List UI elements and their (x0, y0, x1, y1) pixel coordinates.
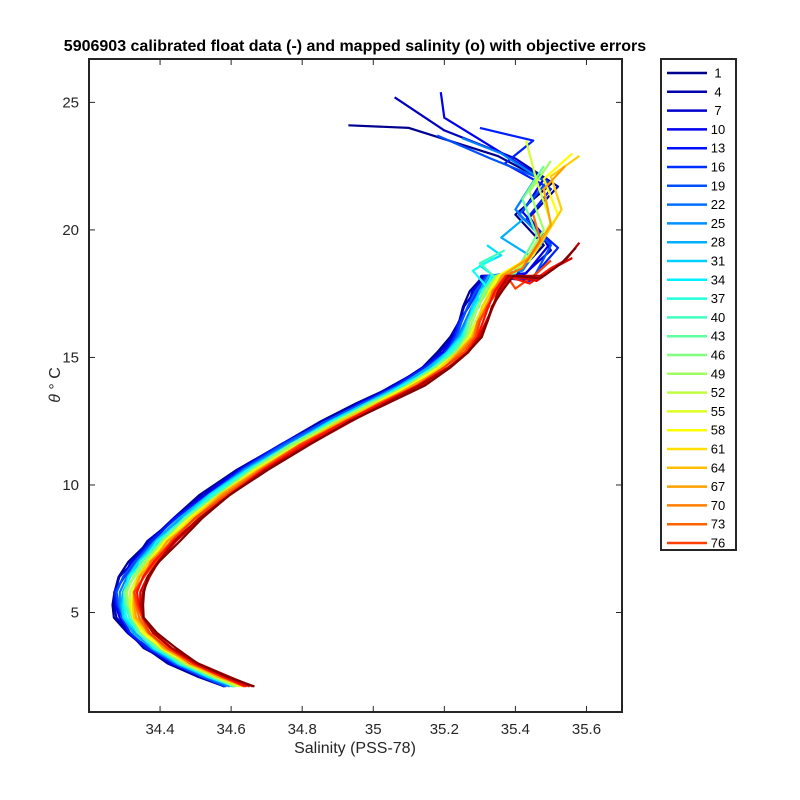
x-tick-label: 35 (365, 721, 382, 738)
legend-label: 67 (711, 479, 725, 494)
legend-label: 19 (711, 178, 725, 193)
legend: 1 4 7 10 13 16 19 22 25 28 31 34 37 40 43 46 49 52 55 58 61 6… (667, 66, 725, 551)
series-line-46 (132, 165, 566, 688)
legend-label: 49 (711, 366, 725, 381)
legend-label: 22 (711, 197, 725, 212)
series-line-64 (142, 247, 577, 688)
legend-label: 58 (711, 423, 725, 438)
y-tick-label: 15 (62, 349, 79, 366)
y-axis-label-symbol: θ (47, 394, 64, 403)
series-line-52 (133, 259, 552, 688)
legend-label: 40 (711, 310, 725, 325)
x-tick-label: 34.6 (217, 721, 246, 738)
legend-label: 76 (711, 536, 725, 551)
x-tick-label: 35.4 (501, 721, 530, 738)
legend-label: 46 (711, 348, 725, 363)
series-line-31 (123, 165, 545, 688)
x-axis-ticks: 34.4 34.6 34.8 35 35.2 35.4 35.6 (145, 59, 601, 738)
series-line-58 (139, 257, 573, 688)
x-axis-label: Salinity (PSS-78) (294, 740, 416, 757)
series-line-25 (123, 257, 495, 688)
series-line-55 (135, 259, 566, 688)
y-axis-label-unit: ° C (47, 367, 64, 389)
legend-label: 7 (714, 103, 721, 118)
legend-label: 70 (711, 498, 725, 513)
legend-label: 55 (711, 404, 725, 419)
series-line-43 (131, 155, 581, 688)
series-line-61 (140, 242, 581, 688)
plot-frame (88, 58, 623, 713)
series-line-28 (122, 249, 506, 688)
series-line-19 (120, 218, 531, 688)
y-tick-label: 25 (62, 94, 79, 111)
legend-label: 28 (711, 235, 725, 250)
legend-label: 1 (714, 66, 721, 81)
x-tick-label: 35.6 (572, 721, 601, 738)
x-tick-label: 34.8 (288, 721, 317, 738)
legend-label: 37 (711, 291, 725, 306)
y-axis-ticks: 5 10 15 20 25 (62, 94, 622, 622)
legend-label: 52 (711, 385, 725, 400)
legend-label: 64 (711, 460, 725, 475)
y-axis-label: θ ° C (47, 367, 64, 403)
series-line-22 (121, 244, 503, 688)
series-line-4 (112, 96, 560, 688)
legend-label: 10 (711, 122, 725, 137)
series-line-13 (115, 134, 552, 688)
chart-title: 5906903 calibrated float data (-) and ma… (64, 38, 646, 55)
y-tick-label: 10 (62, 477, 79, 494)
legend-label: 34 (711, 272, 725, 287)
x-tick-label: 35.2 (430, 721, 459, 738)
series-line-7 (113, 92, 552, 688)
legend-label: 16 (711, 160, 725, 175)
y-tick-label: 5 (71, 605, 79, 622)
legend-label: 4 (714, 84, 721, 99)
legend-label: 61 (711, 442, 725, 457)
x-tick-label: 34.4 (145, 721, 174, 738)
series-lines (111, 92, 581, 688)
legend-label: 43 (711, 329, 725, 344)
series-line-1 (111, 124, 552, 688)
legend-label: 31 (711, 254, 725, 269)
legend-label: 13 (711, 141, 725, 156)
legend-label: 25 (711, 216, 725, 231)
series-line-16 (118, 137, 545, 688)
y-tick-label: 20 (62, 222, 79, 239)
series-line-10 (113, 126, 560, 688)
legend-label: 73 (711, 517, 725, 532)
